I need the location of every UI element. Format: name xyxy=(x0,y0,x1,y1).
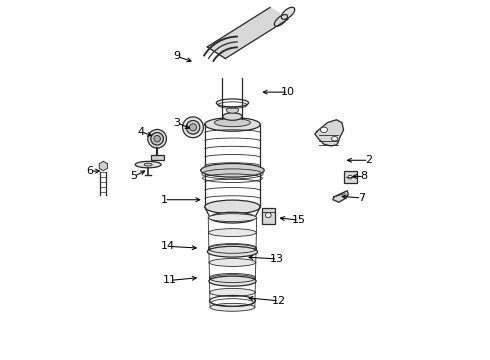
Ellipse shape xyxy=(226,107,239,113)
Ellipse shape xyxy=(210,303,255,311)
Bar xyxy=(151,155,164,160)
Text: 2: 2 xyxy=(365,155,372,165)
Ellipse shape xyxy=(186,121,200,134)
Polygon shape xyxy=(333,191,348,202)
Text: 11: 11 xyxy=(163,275,177,285)
Text: 10: 10 xyxy=(281,87,295,97)
Ellipse shape xyxy=(320,127,327,132)
Ellipse shape xyxy=(223,113,242,120)
Text: 12: 12 xyxy=(272,296,286,306)
Ellipse shape xyxy=(266,213,271,218)
Ellipse shape xyxy=(148,130,167,148)
Text: 6: 6 xyxy=(87,166,94,176)
Ellipse shape xyxy=(281,7,294,19)
Polygon shape xyxy=(207,8,288,59)
Ellipse shape xyxy=(208,214,257,222)
Ellipse shape xyxy=(207,246,258,257)
Text: 7: 7 xyxy=(358,193,365,203)
Polygon shape xyxy=(99,161,107,171)
Polygon shape xyxy=(315,120,343,146)
Ellipse shape xyxy=(205,118,260,131)
Ellipse shape xyxy=(215,118,250,127)
Ellipse shape xyxy=(205,200,260,214)
Text: 1: 1 xyxy=(161,195,168,205)
Bar xyxy=(343,171,357,183)
Ellipse shape xyxy=(209,258,256,266)
Ellipse shape xyxy=(201,163,264,177)
Ellipse shape xyxy=(209,276,256,286)
Text: 5: 5 xyxy=(130,171,137,181)
Ellipse shape xyxy=(151,132,164,145)
Ellipse shape xyxy=(209,274,255,282)
Ellipse shape xyxy=(210,212,255,223)
Bar xyxy=(262,208,275,224)
Ellipse shape xyxy=(135,161,161,168)
Ellipse shape xyxy=(209,229,256,237)
Ellipse shape xyxy=(183,117,203,138)
Text: 15: 15 xyxy=(292,215,306,225)
Ellipse shape xyxy=(190,124,196,131)
Ellipse shape xyxy=(210,288,255,296)
Text: 4: 4 xyxy=(137,127,145,136)
Ellipse shape xyxy=(348,175,352,179)
Text: 9: 9 xyxy=(173,51,180,61)
Ellipse shape xyxy=(209,244,256,252)
Text: 13: 13 xyxy=(270,254,284,264)
Text: 3: 3 xyxy=(173,118,180,128)
Text: 8: 8 xyxy=(361,171,368,181)
Ellipse shape xyxy=(144,163,152,166)
Text: 14: 14 xyxy=(161,241,175,251)
Ellipse shape xyxy=(331,136,338,141)
Ellipse shape xyxy=(154,135,160,142)
